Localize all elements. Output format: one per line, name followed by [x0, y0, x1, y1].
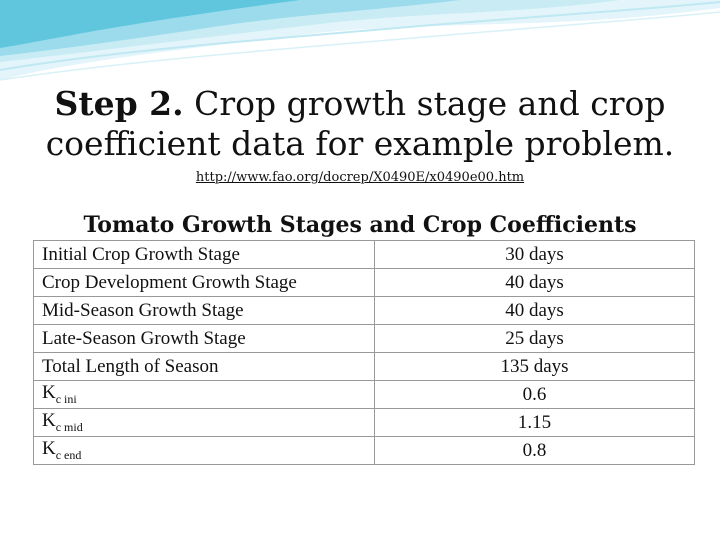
stage-label: Initial Crop Growth Stage — [33, 240, 375, 269]
kc-subscript: c ini — [55, 391, 77, 406]
table-row: Kc ini 0.6 — [33, 380, 695, 409]
kc-label: Kc mid — [33, 408, 375, 437]
stage-label: Late-Season Growth Stage — [33, 324, 375, 353]
data-table-container: Initial Crop Growth Stage 30 days Crop Dev… — [33, 240, 695, 465]
kc-subscript: c mid — [55, 419, 83, 434]
stage-label: Mid-Season Growth Stage — [33, 296, 375, 325]
table-row: Kc mid 1.15 — [33, 408, 695, 437]
table-row: Crop Development Growth Stage 40 days — [33, 268, 695, 297]
kc-label: Kc end — [33, 436, 375, 465]
kc-value: 0.8 — [374, 436, 695, 465]
title-line-1-text: Crop growth stage and crop — [194, 84, 666, 123]
kc-base: K — [42, 410, 56, 432]
stage-value: 135 days — [374, 352, 695, 381]
kc-value: 1.15 — [374, 408, 695, 437]
title-step-label: Step 2. — [54, 84, 184, 123]
slide-title: Step 2. Crop growth stage and crop coeff… — [0, 84, 720, 164]
table-row: Late-Season Growth Stage 25 days — [33, 324, 695, 353]
table-row: Total Length of Season 135 days — [33, 352, 695, 381]
title-line-1: Step 2. Crop growth stage and crop — [0, 84, 720, 124]
crop-stage-table: Initial Crop Growth Stage 30 days Crop Dev… — [33, 240, 695, 465]
kc-base: K — [42, 438, 56, 460]
table-row: Initial Crop Growth Stage 30 days — [33, 240, 695, 269]
table-title: Tomato Growth Stages and Crop Coefficien… — [83, 212, 637, 238]
kc-base: K — [42, 382, 56, 404]
stage-value: 30 days — [374, 240, 695, 269]
kc-label: Kc ini — [33, 380, 375, 409]
stage-value: 40 days — [374, 296, 695, 325]
stage-label: Total Length of Season — [33, 352, 375, 381]
kc-subscript: c end — [55, 447, 82, 462]
stage-value: 25 days — [374, 324, 695, 353]
title-line-2: coefficient data for example problem. — [45, 124, 675, 163]
kc-value: 0.6 — [374, 380, 695, 409]
stage-value: 40 days — [374, 268, 695, 297]
table-body: Initial Crop Growth Stage 30 days Crop Dev… — [33, 240, 695, 465]
decorative-wave-header — [0, 0, 720, 81]
table-row: Kc end 0.8 — [33, 436, 695, 465]
stage-label: Crop Development Growth Stage — [33, 268, 375, 297]
source-link[interactable]: http://www.fao.org/docrep/X0490E/x0490e0… — [195, 170, 525, 185]
table-row: Mid-Season Growth Stage 40 days — [33, 296, 695, 325]
